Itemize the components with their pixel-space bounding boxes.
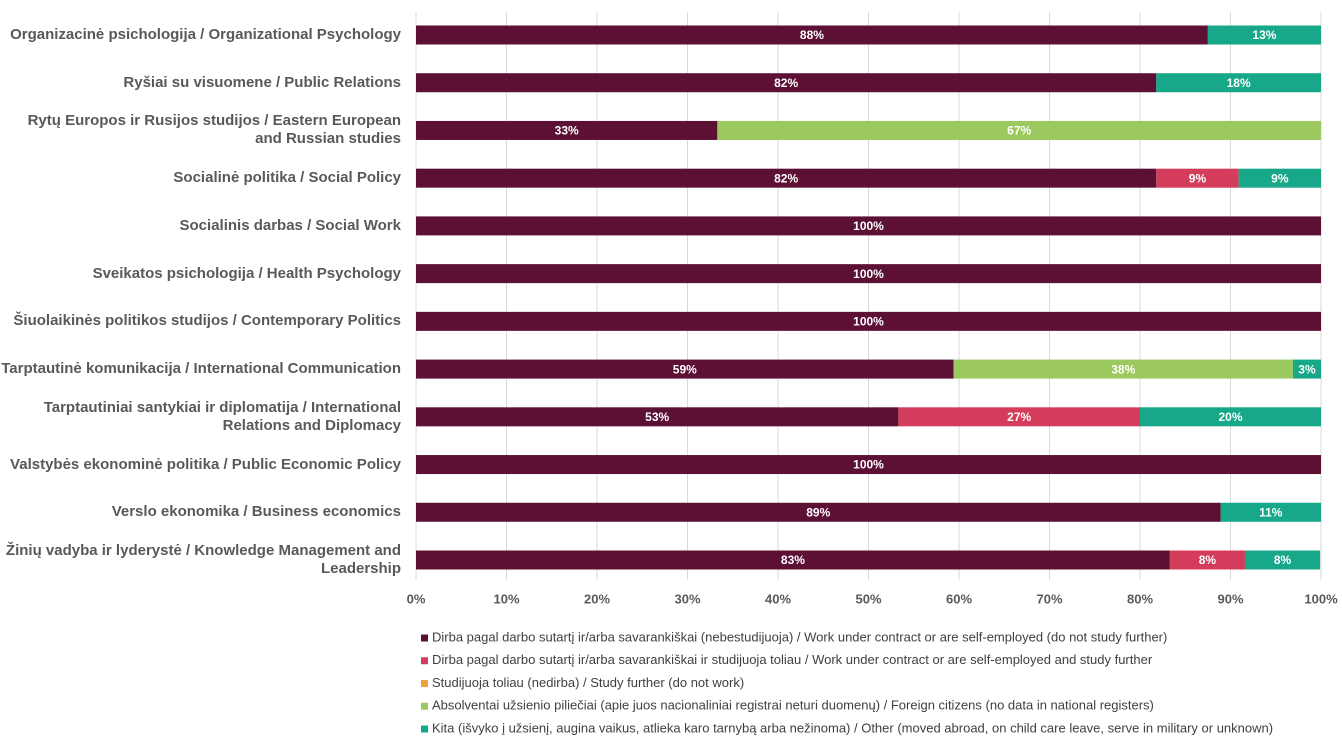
- category-label: Žinių vadyba ir lyderystė / Knowledge Ma…: [5, 542, 401, 577]
- bar-segment: [1207, 25, 1321, 45]
- data-label: 11%: [1259, 505, 1283, 519]
- bar-segment: [416, 502, 1221, 522]
- legend-label: Dirba pagal darbo sutartį ir/arba savara…: [432, 629, 1167, 644]
- legend-swatch: [421, 680, 428, 687]
- x-tick-label: 60%: [946, 591, 972, 606]
- data-label: 83%: [781, 553, 805, 567]
- x-tick-label: 100%: [1304, 591, 1338, 606]
- data-label: 20%: [1218, 410, 1242, 424]
- bar-segment: [1169, 550, 1245, 570]
- bar-segment: [416, 264, 1321, 284]
- bar-segment: [416, 550, 1170, 570]
- category-label: Verslo ekonomika / Business economics: [111, 503, 401, 521]
- bar-segment: [1292, 359, 1321, 379]
- bar-segment: [1156, 73, 1321, 93]
- category-label: Šiuolaikinės politikos studijos / Contem…: [13, 312, 401, 330]
- bar-segment: [416, 216, 1321, 236]
- bar-segment: [898, 407, 1140, 427]
- legend-swatch: [421, 725, 428, 733]
- x-tick-label: 30%: [674, 591, 700, 606]
- bar-segment: [1244, 550, 1321, 570]
- bar-segment: [416, 120, 718, 140]
- category-label: Tarptautinė komunikacija / International…: [1, 360, 401, 378]
- data-label: 89%: [806, 505, 830, 519]
- bar-segment: [1238, 168, 1321, 188]
- data-label: 100%: [853, 458, 884, 472]
- data-label: 18%: [1227, 76, 1251, 90]
- legend-label: Kita (išvyko į užsienį, augina vaikus, a…: [432, 720, 1273, 735]
- bar-segment: [717, 120, 1321, 140]
- category-label: Socialinis darbas / Social Work: [179, 216, 401, 234]
- x-tick-label: 50%: [855, 591, 881, 606]
- data-label: 82%: [774, 171, 798, 185]
- category-label: Ryšiai su visuomene / Public Relations: [123, 73, 401, 91]
- data-label: 53%: [645, 410, 669, 424]
- data-label: 100%: [853, 315, 884, 329]
- x-tick-label: 20%: [584, 591, 610, 606]
- legend-swatch: [421, 634, 428, 642]
- x-tick-label: 40%: [765, 591, 791, 606]
- bar-segment: [416, 73, 1157, 93]
- legend-label: Dirba pagal darbo sutartį ir/arba savara…: [432, 652, 1153, 667]
- category-label: Valstybės ekonominė politika / Public Ec…: [10, 455, 401, 473]
- x-tick-label: 10%: [493, 591, 519, 606]
- data-label: 38%: [1111, 362, 1135, 376]
- category-label: Tarptautiniai santykiai ir diplomatija /…: [43, 398, 401, 434]
- x-tick-label: 90%: [1217, 591, 1243, 606]
- x-tick-label: 0%: [407, 591, 426, 606]
- legend-label: Absolventai užsienio piliečiai (apie juo…: [432, 698, 1154, 713]
- legend-label: Studijuoja toliau (nedirba) / Study furt…: [432, 675, 744, 690]
- category-label: Socialinė politika / Social Policy: [173, 169, 401, 187]
- legend-swatch: [421, 657, 428, 665]
- legend-swatch: [421, 702, 428, 710]
- bar-segment: [416, 168, 1157, 188]
- data-label: 67%: [1007, 124, 1031, 138]
- x-tick-label: 70%: [1036, 591, 1062, 606]
- bar-segment: [416, 407, 899, 427]
- data-label: 13%: [1252, 28, 1276, 42]
- data-label: 8%: [1199, 553, 1217, 567]
- bar-segment: [1140, 407, 1321, 427]
- data-label: 100%: [853, 267, 884, 281]
- bar-segment: [416, 455, 1321, 475]
- data-label: 8%: [1274, 553, 1292, 567]
- category-label: Rytų Europos ir Rusijos studijos / Easte…: [27, 112, 401, 148]
- data-label: 59%: [673, 362, 697, 376]
- data-label: 82%: [774, 76, 798, 90]
- category-label: Organizacinė psichologija / Organization…: [10, 26, 401, 43]
- bar-segment: [416, 25, 1208, 45]
- bar-segment: [953, 359, 1293, 379]
- category-label: Sveikatos psichologija / Health Psycholo…: [92, 264, 401, 282]
- data-label: 33%: [555, 124, 579, 138]
- bar-segment: [416, 311, 1321, 331]
- data-label: 3%: [1298, 362, 1316, 376]
- data-label: 88%: [800, 28, 824, 42]
- data-label: 27%: [1007, 410, 1031, 424]
- bar-segment: [416, 359, 954, 379]
- data-label: 9%: [1189, 171, 1207, 185]
- data-label: 9%: [1271, 171, 1289, 185]
- bar-segment: [1156, 168, 1239, 188]
- data-label: 100%: [853, 219, 884, 233]
- bar-segment: [1220, 502, 1321, 522]
- x-tick-label: 80%: [1127, 591, 1153, 606]
